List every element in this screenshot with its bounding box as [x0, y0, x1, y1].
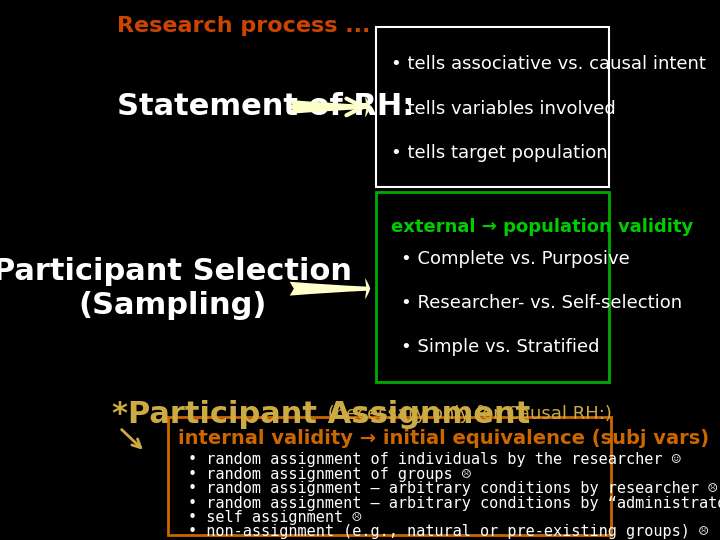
Text: external → population validity: external → population validity	[391, 218, 693, 236]
Text: Research process ...: Research process ...	[117, 16, 371, 36]
Text: • self assignment ☹: • self assignment ☹	[188, 510, 361, 525]
Text: internal validity → initial equivalence (subj vars): internal validity → initial equivalence …	[178, 429, 709, 448]
Text: (necessary only for Causal RH:): (necessary only for Causal RH:)	[322, 406, 612, 423]
Text: • Simple vs. Stratified: • Simple vs. Stratified	[401, 338, 600, 356]
Text: • Complete vs. Purposive: • Complete vs. Purposive	[401, 250, 630, 268]
Text: • random assignment of individuals by the researcher ☺: • random assignment of individuals by th…	[188, 452, 681, 467]
Text: • tells associative vs. causal intent: • tells associative vs. causal intent	[391, 55, 706, 73]
Text: • non-assignment (e.g., natural or pre-existing groups) ☹: • non-assignment (e.g., natural or pre-e…	[188, 524, 708, 539]
Text: • Researcher- vs. Self-selection: • Researcher- vs. Self-selection	[401, 294, 682, 312]
Text: • random assignment – arbitrary conditions by “administrator” ☹: • random assignment – arbitrary conditio…	[188, 496, 720, 510]
Text: • random assignment – arbitrary conditions by researcher ☹: • random assignment – arbitrary conditio…	[188, 481, 717, 496]
Text: • tells target population: • tells target population	[391, 144, 608, 162]
Text: Participant Selection
(Sampling): Participant Selection (Sampling)	[0, 258, 352, 320]
Text: • tells variables involved: • tells variables involved	[391, 99, 616, 118]
Text: Statement of RH:: Statement of RH:	[117, 92, 415, 122]
Text: *Participant Assignment: *Participant Assignment	[112, 400, 530, 429]
Text: • random assignment of groups ☹: • random assignment of groups ☹	[188, 467, 471, 482]
